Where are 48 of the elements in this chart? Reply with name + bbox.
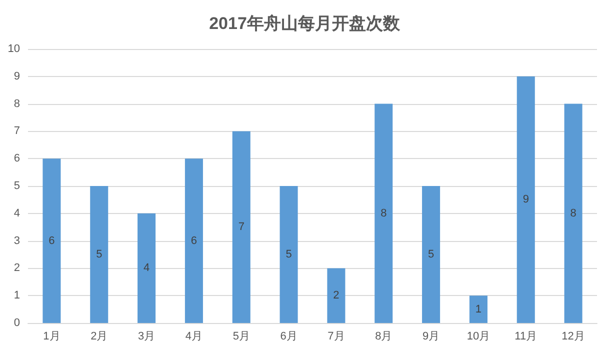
- y-tick-label: 2: [14, 262, 20, 274]
- data-label: 1: [475, 303, 482, 316]
- data-label: 5: [286, 248, 292, 260]
- bar: [516, 76, 535, 323]
- data-label: 6: [190, 234, 198, 247]
- y-tick-label: 3: [14, 234, 20, 247]
- bar: [564, 104, 582, 323]
- data-label: 8: [380, 207, 387, 220]
- bar: [327, 268, 346, 323]
- data-label: 9: [522, 194, 529, 206]
- x-tick-label: 8月: [375, 330, 392, 342]
- x-tick-label: 11月: [514, 330, 538, 342]
- bar: [422, 186, 440, 323]
- y-tick-label: 8: [14, 98, 20, 110]
- bar: [90, 186, 108, 323]
- bar: [138, 213, 156, 323]
- data-label: 6: [48, 234, 55, 247]
- y-tick-label: 4: [14, 207, 20, 220]
- x-tick-label: 2月: [90, 330, 108, 342]
- data-label: 8: [570, 207, 576, 220]
- data-label: 4: [143, 262, 150, 274]
- data-label: 7: [238, 221, 244, 234]
- bar: [374, 104, 393, 323]
- data-label: 5: [428, 248, 434, 260]
- bar: [469, 296, 488, 323]
- x-tick-label: 12月: [562, 330, 585, 342]
- x-tick-label: 3月: [138, 330, 156, 342]
- data-label: 2: [333, 290, 340, 302]
- y-tick-label: 5: [14, 180, 20, 192]
- chart-title: 2017年舟山每月开盘次数: [209, 14, 401, 33]
- x-tick-label: 5月: [232, 330, 250, 342]
- x-tick-label: 9月: [422, 330, 440, 342]
- y-tick-label: 1: [14, 290, 20, 302]
- data-label: 5: [96, 248, 102, 260]
- bar: [42, 158, 61, 323]
- y-tick-label: 0: [14, 317, 20, 329]
- y-tick-label: 10: [8, 43, 20, 55]
- bar: [184, 158, 203, 323]
- y-tick-label: 6: [14, 152, 20, 165]
- x-tick-label: 1月: [43, 330, 60, 342]
- x-tick-label: 6月: [280, 330, 298, 342]
- x-tick-label: 10月: [466, 330, 490, 342]
- x-tick-label: 7月: [328, 330, 345, 342]
- y-tick-label: 9: [14, 70, 20, 82]
- y-tick-label: 7: [14, 125, 20, 138]
- bar: [232, 131, 250, 323]
- x-tick-label: 4月: [185, 330, 203, 342]
- bar: [280, 186, 298, 323]
